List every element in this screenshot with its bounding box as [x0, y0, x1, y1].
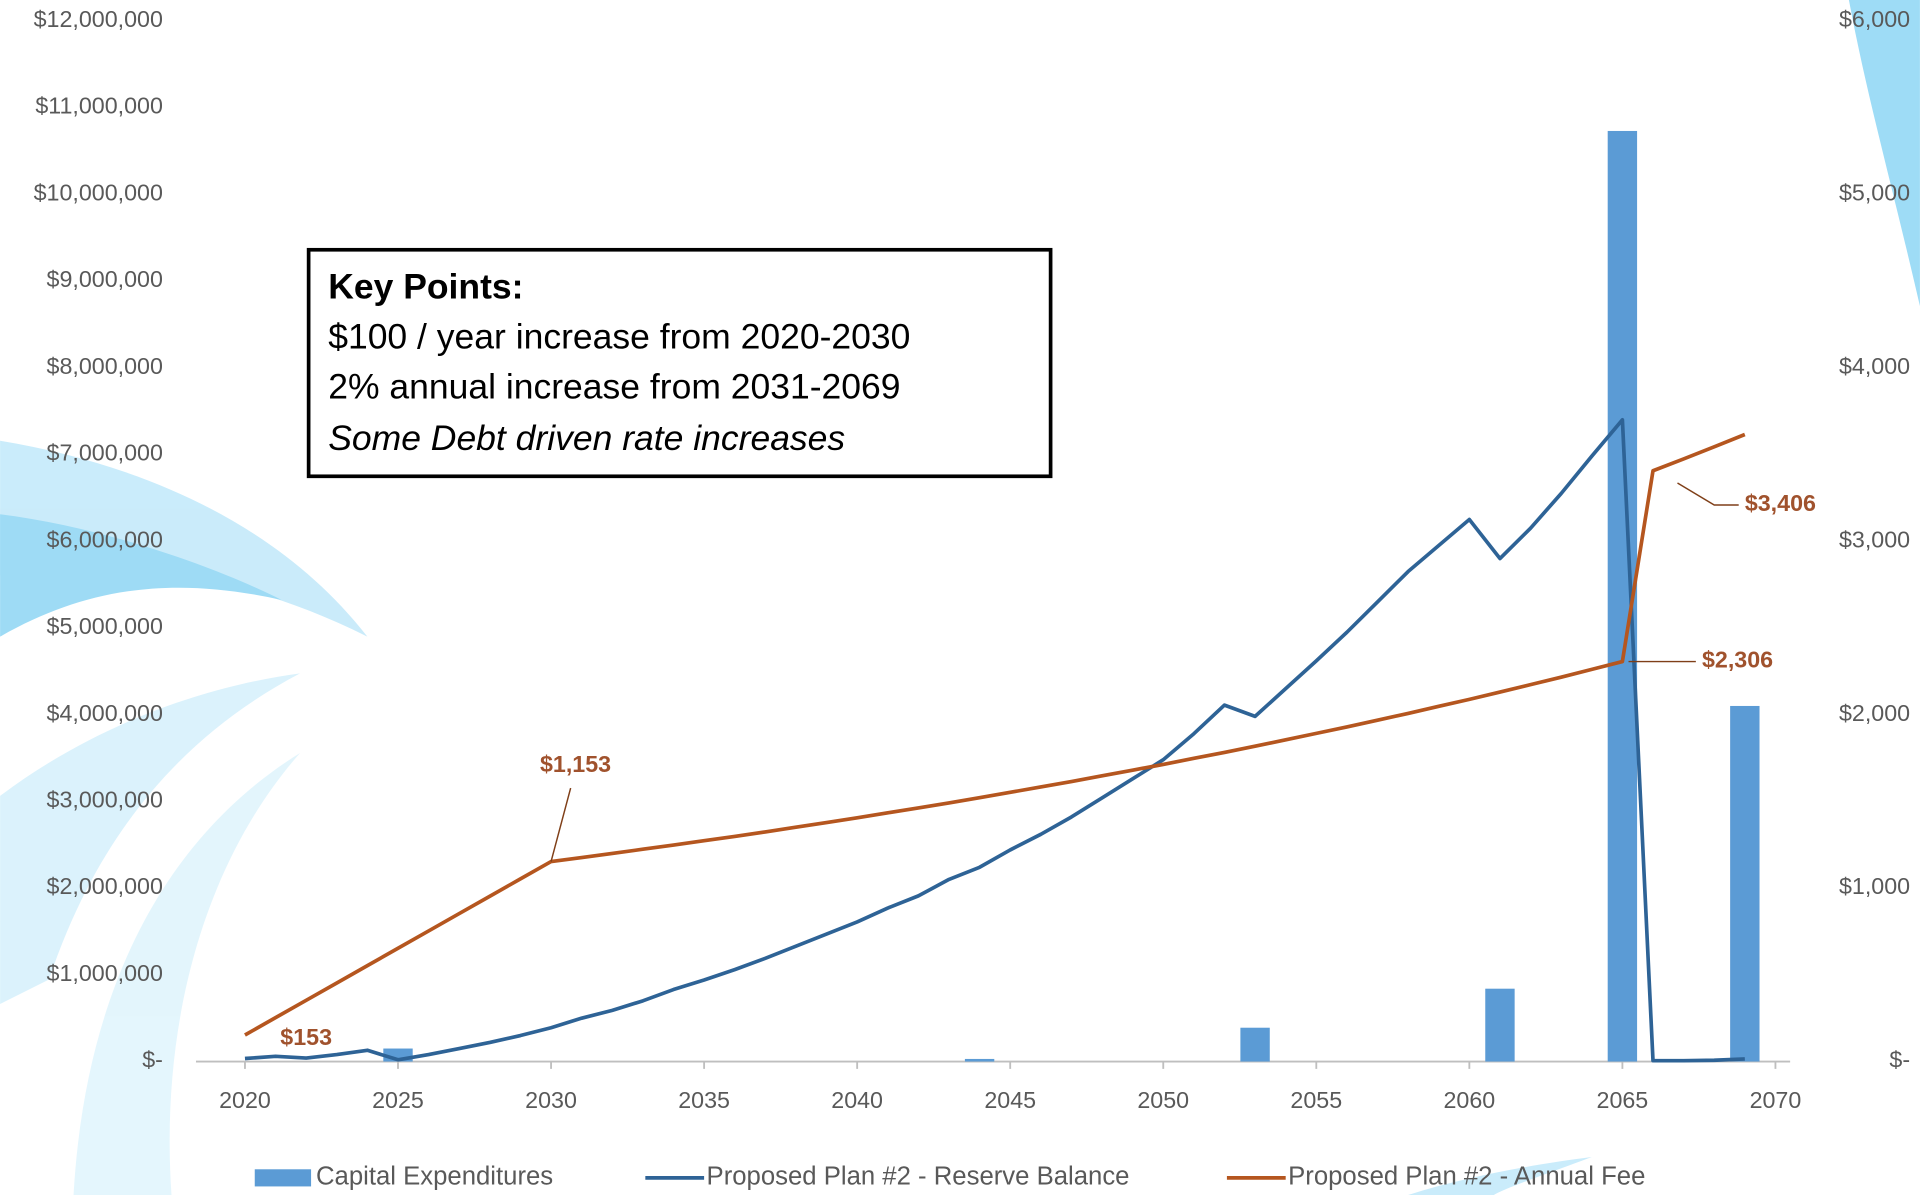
bar [1485, 988, 1515, 1062]
x-tick-label: 2020 [219, 1087, 271, 1113]
annotation-line: Some Debt driven rate increases [328, 418, 845, 458]
line [244, 417, 1745, 1063]
y-tick-label: $- [142, 1047, 163, 1073]
x-tick-label: 2025 [372, 1087, 424, 1113]
y-tick-label: $8,000,000 [47, 353, 163, 379]
key-points: Key Points: $100 / year increase from 20… [306, 247, 1053, 479]
y-tick-label: $3,000,000 [47, 787, 163, 813]
legend-swatch [254, 1169, 312, 1187]
y-tick-label: $11,000,000 [35, 93, 163, 119]
x-tick-label: 2035 [678, 1087, 730, 1113]
y-tick-label: $6,000,000 [47, 526, 163, 552]
data-label: $3,406 [1745, 490, 1816, 516]
data-label: $2,306 [1702, 647, 1773, 673]
y-tick-label: $12,000,000 [34, 6, 163, 32]
bar [1730, 705, 1760, 1062]
x-tick-label: 2030 [525, 1087, 577, 1113]
y-tick-label: $2,000,000 [47, 873, 163, 899]
bar [964, 1058, 995, 1062]
data-label: $153 [280, 1024, 332, 1050]
annotation-line: $100 / year increase from 2020-2030 [328, 317, 910, 357]
y-tick-label: $1,000,000 [47, 960, 163, 986]
y-tick-label: $4,000,000 [47, 700, 163, 726]
annotation-title: Key Points: [328, 266, 523, 306]
y2-tick-label: $6,000 [1839, 6, 1910, 32]
y-tick-label: $9,000,000 [47, 266, 163, 292]
legend-label: Capital Expenditures [316, 1163, 553, 1191]
y2-tick-label: $2,000 [1839, 700, 1910, 726]
y2-tick-label: $- [1889, 1047, 1910, 1073]
legend-label: Proposed Plan #2 - Annual Fee [1288, 1163, 1645, 1191]
y2-tick-label: $3,000 [1839, 526, 1910, 552]
y2-tick-label: $1,000 [1839, 873, 1910, 899]
line [244, 432, 1746, 1037]
x-tick-label: 2065 [1597, 1087, 1649, 1113]
annotation-box [306, 247, 1053, 479]
y2-tick-label: $5,000 [1839, 179, 1910, 205]
data-label: $1,153 [540, 751, 611, 777]
bar [1240, 1027, 1270, 1062]
x-tick-label: 2040 [831, 1087, 883, 1113]
x-tick-label: 2045 [984, 1087, 1036, 1113]
x-tick-label: 2050 [1137, 1087, 1189, 1113]
x-tick-label: 2055 [1290, 1087, 1342, 1113]
y-tick-label: $5,000,000 [47, 613, 163, 639]
label-leader [550, 787, 572, 862]
y2-tick-label: $4,000 [1839, 353, 1910, 379]
y-tick-label: $10,000,000 [34, 179, 163, 205]
annotation-line: 2% annual increase from 2031-2069 [328, 367, 900, 407]
x-tick-label: 2060 [1443, 1087, 1495, 1113]
x-tick-label: 2070 [1750, 1087, 1802, 1113]
label-leader [1677, 482, 1739, 506]
y-tick-label: $7,000,000 [47, 440, 163, 466]
legend-label: Proposed Plan #2 - Reserve Balance [707, 1163, 1130, 1191]
